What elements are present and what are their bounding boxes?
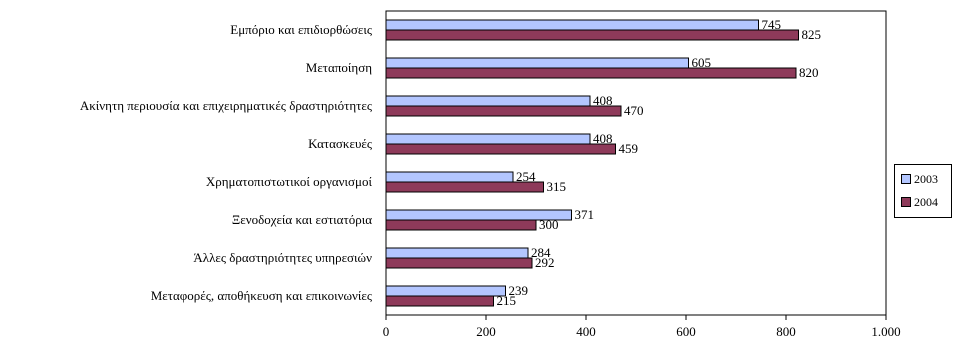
bar-2004 [385, 29, 799, 41]
bar-2004 [385, 295, 494, 307]
x-tick-label: 800 [776, 324, 796, 339]
data-label-2004: 300 [539, 217, 559, 232]
category-label: Ακίνητη περιουσία και επιχειρηματικές δρ… [80, 98, 373, 113]
category-label: Κατασκευές [308, 136, 373, 151]
data-label-2004: 459 [619, 141, 639, 156]
category-label: Εμπόριο και επιδιορθώσεις [230, 22, 373, 37]
plot-area [385, 10, 887, 316]
x-tick-label: 0 [383, 324, 390, 339]
data-label-2004: 820 [799, 65, 819, 80]
legend-label-2004: 2004 [914, 195, 938, 209]
bar-2003 [385, 57, 689, 69]
legend: 2003 2004 [894, 164, 952, 218]
data-labels: 7458256058204084704084592543153713002842… [497, 17, 822, 308]
data-label-2004: 315 [547, 179, 567, 194]
bar-2004 [385, 67, 797, 79]
bar-2003 [385, 285, 506, 297]
data-label-2004: 292 [535, 255, 555, 270]
legend-swatch-2004 [901, 197, 911, 207]
data-label-2004: 825 [802, 27, 822, 42]
data-label-2003: 745 [762, 17, 782, 32]
x-tick-label: 400 [576, 324, 596, 339]
x-tick-label: 200 [476, 324, 496, 339]
x-axis-ticks: 0 200 400 600 800 1.000 [383, 315, 901, 339]
category-label: Άλλες δραστηριότητες υπηρεσιών [193, 250, 372, 265]
bar-2003 [385, 95, 591, 107]
data-label-2003: 408 [593, 131, 613, 146]
data-label-2003: 254 [516, 169, 536, 184]
bar-2003 [385, 247, 529, 259]
data-label-2003: 371 [575, 207, 595, 222]
legend-item-2003: 2003 [901, 172, 938, 186]
data-label-2003: 605 [692, 55, 712, 70]
category-label: Μεταποίηση [306, 60, 372, 75]
data-label-2003: 408 [593, 93, 613, 108]
category-label: Μεταφορές, αποθήκευση και επικοινωνίες [151, 288, 373, 303]
category-label: Ξενοδοχεία και εστιατόρια [232, 212, 372, 227]
data-label-2003: 284 [531, 245, 551, 260]
x-tick-label: 1.000 [871, 324, 900, 339]
bar-2004 [385, 219, 537, 231]
data-label-2003: 239 [509, 283, 529, 298]
category-label: Χρηματοπιστωτικοί οργανισμοί [206, 174, 373, 189]
bar-2004 [385, 143, 616, 155]
bar-2003 [385, 19, 759, 31]
category-labels: Εμπόριο και επιδιορθώσεις Μεταποίηση Ακίνη… [80, 22, 373, 303]
x-tick-label: 600 [676, 324, 696, 339]
legend-swatch-2003 [901, 174, 911, 184]
legend-item-2004: 2004 [901, 195, 938, 209]
bar-2004 [385, 257, 533, 269]
data-label-2004: 470 [624, 103, 644, 118]
bar-2004 [385, 105, 622, 117]
bar-2003 [385, 171, 514, 183]
data-label-2004: 215 [497, 293, 517, 308]
bars-group [385, 19, 799, 307]
legend-label-2003: 2003 [914, 172, 938, 186]
bar-2004 [385, 181, 544, 193]
bar-2003 [385, 133, 591, 145]
